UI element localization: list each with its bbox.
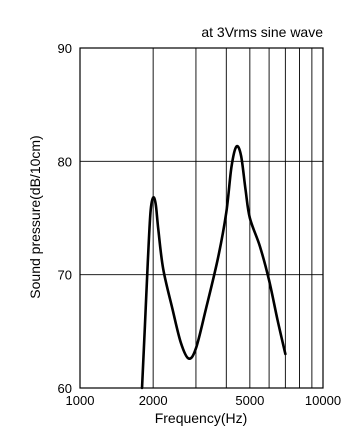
tick-labels: 1000 2000 5000 10000 60 70 80 90 <box>58 41 342 408</box>
x-tick-label: 2000 <box>139 393 168 408</box>
y-tick-label: 60 <box>58 381 72 396</box>
y-axis-title: Sound pressure(dB/10cm) <box>27 135 43 298</box>
y-tick-label: 80 <box>58 154 72 169</box>
y-tick-label: 70 <box>58 268 72 283</box>
x-tick-label: 5000 <box>235 393 264 408</box>
response-curve <box>140 144 287 390</box>
grid-lines <box>80 48 323 388</box>
chart-annotation: at 3Vrms sine wave <box>201 24 323 40</box>
plot-area-frame <box>79 47 324 389</box>
y-tick-label: 90 <box>58 41 72 56</box>
x-tick-label: 1000 <box>66 393 95 408</box>
x-axis-title: Frequency(Hz) <box>155 410 248 426</box>
x-tick-label: 10000 <box>305 393 341 408</box>
